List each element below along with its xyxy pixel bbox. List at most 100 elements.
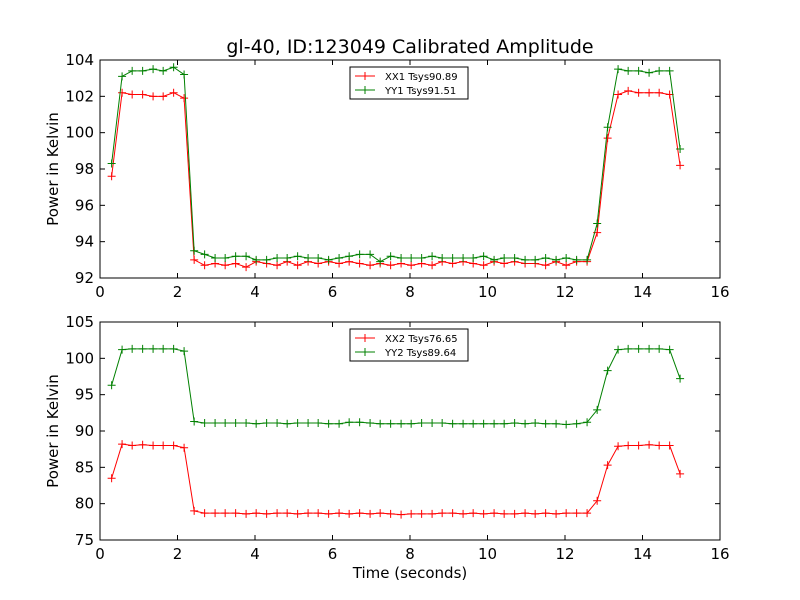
bottom-plot-panel: 0 2 4 6 8 10 12 14 16 75 80 85 90 95 100 105 Power in Ke… (44, 313, 730, 582)
bottom-data-point (314, 419, 323, 428)
bottom-data-point (159, 441, 168, 450)
bottom-data-point (355, 509, 364, 518)
bottom-data-point (200, 419, 209, 428)
top-data-point (479, 261, 488, 270)
top-data-point (118, 88, 127, 97)
top-y-tick-label: 94 (75, 233, 94, 251)
top-data-point (293, 252, 302, 261)
top-data-point (459, 254, 468, 263)
bottom-data-point (469, 419, 478, 428)
top-data-point (479, 252, 488, 261)
bottom-data-point (624, 344, 633, 353)
bottom-series-line (111, 443, 681, 516)
top-data-point (624, 86, 633, 95)
top-y-tick-label: 100 (65, 124, 94, 142)
top-data-point (562, 254, 571, 263)
bottom-data-point (645, 440, 654, 449)
bottom-data-point (273, 419, 282, 428)
bottom-data-point (428, 419, 437, 428)
top-data-point (428, 252, 437, 261)
top-data-point (645, 88, 654, 97)
bottom-y-tick-label: 105 (65, 313, 94, 331)
bottom-data-point (510, 509, 519, 518)
bottom-data-point (138, 440, 147, 449)
bottom-legend-marker (361, 348, 369, 356)
top-data-point (624, 66, 633, 75)
top-data-point (355, 250, 364, 259)
top-data-point (231, 259, 240, 268)
top-data-point (221, 261, 230, 270)
bottom-data-point (273, 509, 282, 518)
bottom-data-point (231, 419, 240, 428)
top-y-tick-label: 92 (75, 269, 94, 287)
bottom-data-point (180, 347, 189, 356)
bottom-data-point (572, 509, 581, 518)
top-data-point (180, 94, 189, 103)
top-data-point (159, 66, 168, 75)
top-data-point (211, 254, 220, 263)
bottom-y-tick-label: 95 (75, 386, 94, 404)
bottom-data-point (149, 441, 158, 450)
top-data-point (283, 254, 292, 263)
bottom-x-tick-label: 8 (405, 545, 415, 563)
bottom-data-point (562, 509, 571, 518)
bottom-data-point (552, 419, 561, 428)
top-data-point (200, 261, 209, 270)
top-series-1 (107, 63, 685, 266)
top-y-axis-label: Power in Kelvin (44, 112, 62, 226)
chart-title: gl-40, ID:123049 Calibrated Amplitude (226, 36, 593, 58)
bottom-y-tick-label: 85 (75, 458, 94, 476)
bottom-data-point (459, 509, 468, 518)
top-data-point (314, 254, 323, 263)
top-data-point (107, 172, 116, 181)
bottom-data-point (572, 419, 581, 428)
top-data-point (138, 90, 147, 99)
bottom-data-point (304, 419, 313, 428)
bottom-data-point (293, 509, 302, 518)
bottom-y-tick-label: 75 (75, 531, 94, 549)
top-data-point (355, 259, 364, 268)
bottom-data-point (324, 509, 333, 518)
bottom-data-point (655, 441, 664, 450)
top-data-point (397, 254, 406, 263)
top-legend-marker (361, 72, 369, 80)
bottom-data-point (190, 506, 199, 515)
bottom-data-point (169, 344, 178, 353)
top-data-point (386, 252, 395, 261)
bottom-data-point (366, 419, 375, 428)
bottom-data-point (417, 509, 426, 518)
bottom-data-point (324, 419, 333, 428)
top-plot-panel: 0 2 4 6 8 10 12 14 16 92 94 96 98 100 102 104 Power in K… (44, 51, 730, 301)
top-x-tick-label: 16 (710, 283, 729, 301)
bottom-data-point (107, 474, 116, 483)
bottom-data-point (614, 442, 623, 451)
bottom-data-point (634, 344, 643, 353)
top-data-point (293, 261, 302, 270)
top-x-tick-label: 8 (405, 283, 415, 301)
bottom-data-point (283, 509, 292, 518)
bottom-data-point (335, 419, 344, 428)
top-data-point (665, 66, 674, 75)
bottom-data-point (583, 509, 592, 518)
bottom-data-point (262, 509, 271, 518)
top-data-point (490, 255, 499, 264)
bottom-data-point (211, 419, 220, 428)
bottom-data-point (479, 419, 488, 428)
bottom-data-point (593, 405, 602, 414)
bottom-data-point (304, 509, 313, 518)
top-data-point (169, 63, 178, 72)
bottom-data-point (603, 461, 612, 470)
top-legend: XX1 Tsys90.89 YY1 Tsys91.51 (349, 66, 469, 100)
top-data-point (242, 263, 251, 272)
top-data-point (273, 254, 282, 263)
top-data-point (655, 88, 664, 97)
top-x-tick-label: 6 (328, 283, 338, 301)
top-data-point (428, 261, 437, 270)
top-legend-box (349, 66, 469, 100)
top-data-point (169, 88, 178, 97)
top-data-point (190, 246, 199, 255)
bottom-data-point (614, 345, 623, 354)
bottom-data-point (293, 419, 302, 428)
top-data-point (335, 254, 344, 263)
top-data-point (366, 250, 375, 259)
